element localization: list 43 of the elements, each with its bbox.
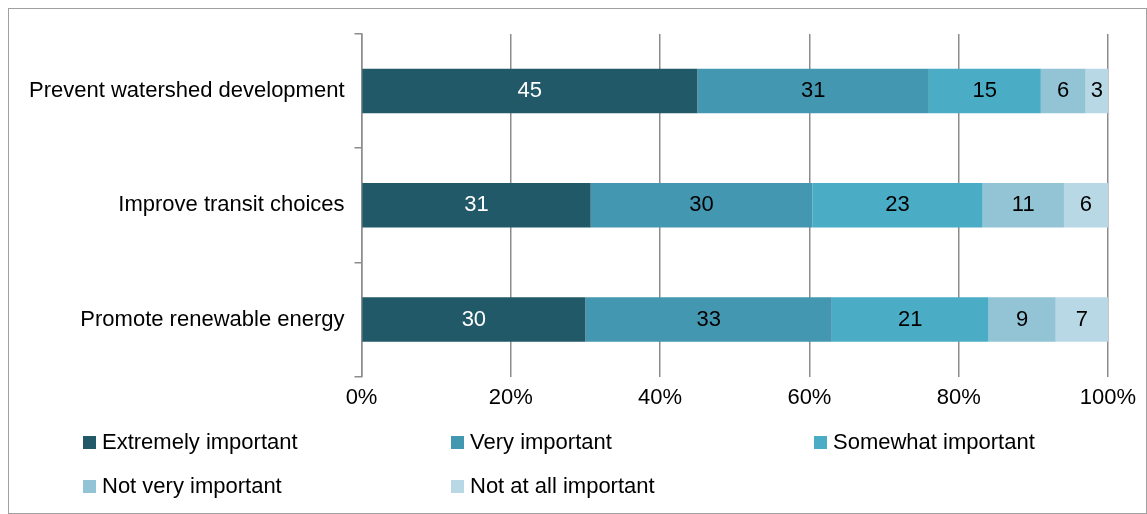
data-label: 21 (897, 305, 923, 331)
x-tick-label: 40% (638, 383, 683, 409)
bar (812, 183, 983, 228)
bar (590, 183, 813, 228)
bar (1040, 68, 1086, 114)
x-tick-label: 20% (488, 383, 533, 409)
legend-label: Not very important (102, 473, 282, 499)
bar (697, 68, 929, 114)
x-tick-label: 0% (345, 383, 378, 409)
data-label: 33 (696, 305, 721, 331)
data-label: 3 (1090, 77, 1103, 103)
bar (362, 68, 698, 114)
x-tick-label: 80% (936, 383, 981, 409)
bar (928, 68, 1041, 114)
data-label: 23 (885, 191, 910, 217)
bar (1055, 297, 1108, 342)
data-label: 9 (1016, 305, 1029, 331)
data-label: 30 (689, 191, 714, 217)
y-tick-label: Prevent watershed development (28, 77, 345, 103)
legend-label: Extremely important (102, 429, 298, 455)
data-label: 45 (517, 77, 543, 103)
data-label: 6 (1057, 77, 1070, 103)
bar (1063, 183, 1108, 228)
data-label: 15 (972, 77, 998, 103)
legend-label: Very important (470, 429, 612, 455)
y-tick-label: Promote renewable energy (80, 305, 345, 331)
bar (585, 297, 832, 342)
bar (831, 297, 989, 342)
legend-label: Somewhat important (833, 429, 1035, 455)
y-tick-label: Improve transit choices (118, 191, 345, 217)
data-label: 31 (800, 77, 826, 103)
data-label: 31 (464, 191, 489, 217)
data-label: 7 (1075, 305, 1088, 331)
bar (362, 297, 586, 342)
x-tick-label: 60% (787, 383, 832, 409)
bar (982, 183, 1064, 228)
x-tick-label: 100% (1079, 383, 1137, 409)
data-label: 11 (1011, 191, 1035, 217)
data-label: 30 (461, 305, 487, 331)
data-label: 6 (1079, 191, 1093, 217)
bar (362, 183, 591, 228)
legend-label: Not at all important (470, 473, 655, 499)
bar (988, 297, 1056, 342)
